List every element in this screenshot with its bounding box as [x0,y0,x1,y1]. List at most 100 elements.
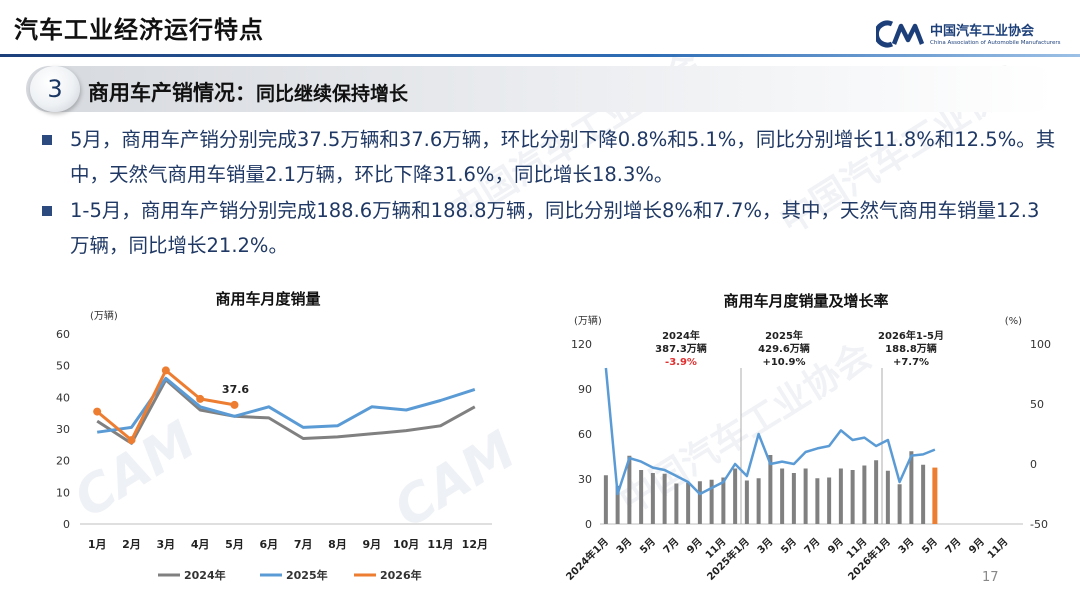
y-tick-label: 20 [56,455,70,468]
bullet-item: 5月，商用车产销分别完成37.5万辆和37.6万辆，环比分别下降0.8%和5.1… [36,122,1056,192]
x-tick-label: 5月 [638,536,658,556]
annotation-volume: 188.8万辆 [885,342,937,355]
page-title: 汽车工业经济运行特点 [14,16,264,44]
y-tick-label: 30 [56,423,70,436]
y-axis-unit: (万辆) [90,309,118,322]
square-bullet-icon [42,135,52,145]
annotation-growth: +7.7% [893,357,929,368]
y-left-tick: 60 [578,428,592,441]
sales-bar [827,477,832,524]
sales-bar [897,484,902,524]
page-number: 17 [982,570,999,585]
section-subtitle: 同比继续保持增长 [256,83,409,105]
series-line [96,378,476,445]
data-label: 37.6 [222,383,249,396]
y-left-unit: (万辆) [574,314,602,327]
x-tick-label: 2月 [122,538,141,551]
data-point [196,394,205,403]
x-tick-label: 9月 [363,538,382,551]
sales-bar [874,460,879,524]
x-tick-label: 5月 [920,536,940,556]
sales-bar [709,479,714,524]
y-right-tick: 50 [1030,398,1044,411]
data-point [230,400,239,409]
data-point [93,407,102,416]
sales-growth-combo-chart: 商用车月度销量及增长率 (万辆) (%) 0 30 60 90 120 -50 0 50 100 202… [563,292,1051,583]
annotation-year: 2025年 [765,329,803,342]
header-divider [0,54,1080,57]
sales-bar [921,464,926,524]
sales-bar [615,485,620,524]
x-tick-label: 9月 [967,536,987,556]
annotation-volume: 387.3万辆 [655,342,707,355]
sales-bar [850,470,855,524]
sales-bar [768,455,773,524]
data-point [127,436,136,445]
x-tick-label: 7月 [661,536,681,556]
sales-bar [756,478,761,524]
sales-bar [791,473,796,524]
legend-label: 2026年 [380,568,422,582]
sales-bar [744,480,749,524]
bullet-list: 5月，商用车产销分别完成37.5万辆和37.6万辆，环比分别下降0.8%和5.1… [36,122,1056,264]
sales-bar [697,481,702,524]
y-right-tick: -50 [1030,518,1048,531]
section-title: 商用车产销情况：同比继续保持增长 [88,77,408,107]
annotation-volume: 429.6万辆 [758,342,810,355]
sales-bar [627,455,632,524]
monthly-sales-line-chart: 商用车月度销量 (万辆) 0 10 20 30 40 50 60 1月 2月 3月 4月 5月 6月 7月 8月… [56,290,492,582]
sales-bar [639,470,644,524]
x-tick-label: 5月 [225,538,244,551]
x-tick-label: 6月 [260,538,279,551]
y-tick-label: 10 [56,486,70,499]
x-tick-label: 9月 [685,536,705,556]
sales-bar [932,467,938,524]
bullet-text: 1-5月，商用车产销分别完成188.6万辆和188.8万辆，同比分别增长8%和7… [70,199,1040,257]
y-tick-label: 0 [63,518,70,531]
logo-text-en: China Association of Automobile Manufact… [930,40,1061,46]
x-tick-label: 4月 [191,538,210,551]
legend-label: 2024年 [184,568,226,582]
section-bar [26,66,1056,112]
square-bullet-icon [42,206,52,216]
sales-bar [733,468,738,524]
y-right-tick: 100 [1030,338,1051,351]
brand-logo: 中国汽车工业协会 China Association of Automobile… [876,18,1072,52]
x-tick-label: 11月 [427,538,453,551]
annotation-year: 2024年 [662,329,700,342]
sales-bar [838,468,843,524]
x-tick-label: 12月 [462,538,488,551]
x-tick-label: 2024年1月 [563,535,611,583]
sales-bar [862,465,867,524]
legend-label: 2025年 [286,568,328,582]
sales-bar [909,451,914,524]
data-point [161,366,170,375]
growth-rate-line [604,367,936,496]
caam-logo-icon [876,20,925,48]
sales-bar [803,468,808,524]
x-tick-label: 5月 [779,536,799,556]
x-tick-label: 10月 [393,538,419,551]
annotation-year: 2026年1-5月 [878,329,944,342]
sales-bar [674,483,679,524]
x-tick-label: 8月 [328,538,347,551]
sales-bar [650,473,655,524]
x-tick-label: 7月 [294,538,313,551]
y-left-tick: 0 [585,518,592,531]
x-tick-label: 1月 [88,538,107,551]
x-tick-label: 3月 [896,536,916,556]
y-tick-label: 40 [56,391,70,404]
sales-bar [815,478,820,524]
bullet-item: 1-5月，商用车产销分别完成188.6万辆和188.8万辆，同比分别增长8%和7… [36,193,1056,263]
annotation-growth: +10.9% [762,357,805,368]
chart-title: 商用车月度销量 [215,290,320,308]
x-tick-label: 7月 [943,536,963,556]
section-title-main: 商用车产销情况： [88,81,256,105]
sales-bar [603,475,608,524]
logo-text-cn: 中国汽车工业协会 [930,24,1035,39]
sales-bar [721,477,726,524]
annotation-growth: -3.9% [665,357,697,368]
x-tick-label: 3月 [614,536,634,556]
x-tick-label: 7月 [802,536,822,556]
y-tick-label: 60 [56,328,70,341]
